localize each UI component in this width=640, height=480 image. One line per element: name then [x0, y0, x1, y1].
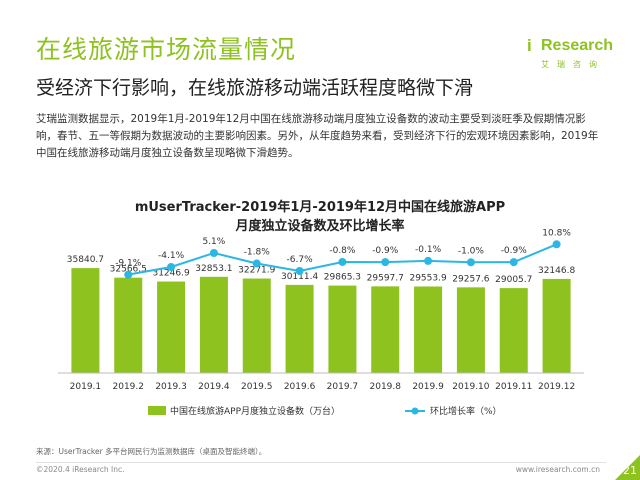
growth-rate-label: 5.1%	[202, 237, 225, 247]
description-paragraph: 艾瑞监测数据显示，2019年1月-2019年12月中国在线旅游移动端月度独立设备…	[36, 113, 599, 159]
footer-url[interactable]: www.iresearch.com.cn	[515, 465, 600, 474]
footer-divider	[36, 462, 606, 463]
bar-value-label: 32271.9	[238, 266, 275, 276]
logo-mark: i	[527, 36, 532, 55]
growth-rate-label: -0.9%	[372, 246, 399, 256]
x-tick-label: 2019.12	[538, 382, 575, 392]
bar-value-label: 29597.7	[367, 273, 404, 283]
x-tick-label: 2019.4	[198, 382, 230, 392]
growth-rate-label: 10.8%	[542, 228, 571, 238]
growth-rate-point	[424, 256, 433, 265]
logo-cn: 艾瑞咨询	[541, 60, 605, 69]
growth-rate-point	[295, 266, 304, 275]
growth-rate-label: -1.0%	[458, 246, 485, 256]
x-tick-label: 2019.9	[412, 382, 444, 392]
x-tick-label: 2019.10	[452, 382, 489, 392]
page-corner	[615, 455, 640, 480]
bar-value-label: 29865.3	[324, 273, 361, 283]
bar-value-label: 32566.5	[110, 265, 147, 275]
bar	[285, 284, 314, 373]
legend-line-marker	[411, 407, 419, 415]
x-tick-label: 2019.7	[327, 382, 359, 392]
x-tick-label: 2019.8	[370, 382, 402, 392]
iresearch-logo: i Research 艾瑞咨询	[527, 36, 613, 76]
growth-rate-point	[466, 258, 475, 267]
growth-rate-label: -9.1%	[115, 259, 142, 269]
growth-rate-point	[509, 258, 518, 267]
bar-value-label: 29553.9	[409, 274, 446, 284]
bar	[71, 268, 100, 373]
bar-value-label: 32853.1	[195, 264, 232, 274]
bar-value-label: 29005.7	[495, 275, 532, 285]
bar	[242, 278, 271, 373]
bar-value-label: 30111.4	[281, 272, 318, 282]
legend-bar-swatch	[148, 406, 166, 415]
x-tick-label: 2019.5	[241, 382, 273, 392]
page-title: 在线旅游市场流量情况	[36, 35, 297, 64]
legend-bar-label: 中国在线旅游APP月度独立设备数（万台）	[170, 405, 340, 417]
bar	[114, 277, 143, 373]
bar	[371, 286, 400, 373]
bar	[328, 285, 357, 373]
chart-title: mUserTracker-2019年1月-2019年12月中国在线旅游APP	[134, 200, 506, 215]
bar-value-label: 32146.8	[538, 266, 575, 276]
growth-rate-label: -1.8%	[244, 248, 271, 258]
chart-canvas: 35840.7 2019.1 32566.5 2019.2 31246.9 2019.3 3…	[58, 228, 584, 417]
growth-rate-point	[552, 240, 561, 249]
growth-rate-label: -0.8%	[329, 246, 356, 256]
x-tick-label: 2019.1	[70, 382, 102, 392]
page-subtitle: 受经济下行影响，在线旅游移动端活跃程度略微下滑	[36, 77, 474, 99]
bar-value-label: 29257.6	[452, 274, 489, 284]
logo-text: Research	[541, 37, 614, 54]
growth-rate-point	[124, 270, 133, 279]
x-tick-label: 2019.6	[284, 382, 316, 392]
growth-rate-label: -0.1%	[415, 245, 442, 255]
bar-value-label: 35840.7	[67, 255, 104, 265]
growth-rate-label: -4.1%	[158, 251, 185, 261]
growth-rate-label: -0.9%	[501, 246, 528, 256]
growth-rate-label: -6.7%	[287, 255, 314, 265]
bar	[157, 281, 186, 373]
growth-rate-point	[381, 258, 390, 267]
bar	[414, 286, 443, 373]
growth-rate-point	[167, 263, 176, 272]
bar	[456, 287, 485, 373]
chart-subtitle: 月度独立设备数及环比增长率	[235, 219, 405, 234]
x-tick-label: 2019.11	[495, 382, 532, 392]
growth-rate-point	[209, 248, 218, 257]
growth-rate-point	[252, 259, 261, 268]
growth-rate-point	[338, 257, 347, 266]
bar	[499, 288, 528, 373]
x-tick-label: 2019.3	[155, 382, 187, 392]
bar-value-label: 31246.9	[152, 269, 189, 279]
x-tick-label: 2019.2	[113, 382, 145, 392]
copyright: ©2020.4 iResearch Inc.	[36, 465, 125, 474]
bar	[542, 278, 571, 373]
source-note: 来源：UserTracker 多平台网民行为监测数据库（桌面及智能终端）。	[36, 447, 267, 456]
legend-line-label: 环比增长率（%）	[430, 405, 502, 417]
bar	[199, 276, 228, 373]
page-number: 21	[623, 464, 637, 477]
